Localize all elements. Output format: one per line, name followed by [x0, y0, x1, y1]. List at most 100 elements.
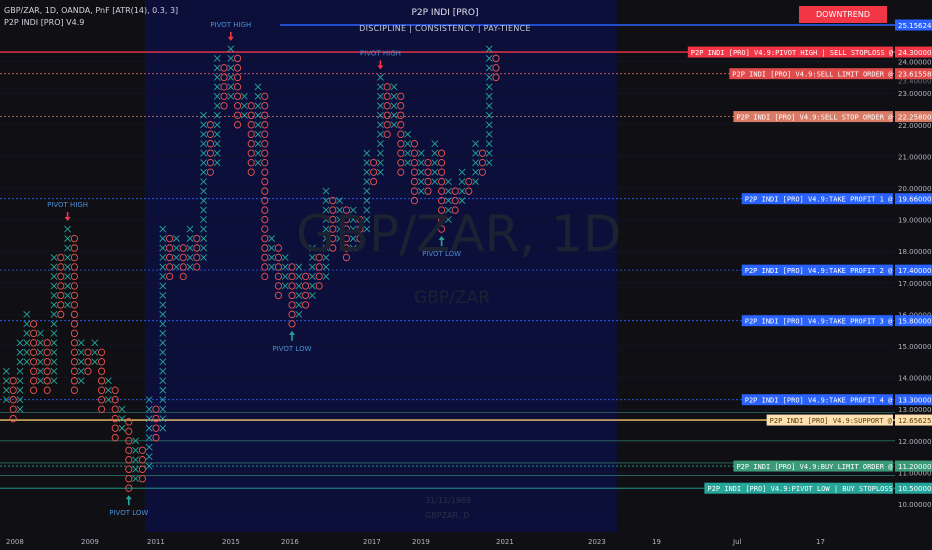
pivot-low-label: PIVOT LOW	[422, 250, 461, 258]
x-box	[390, 102, 398, 110]
pnf-column	[383, 83, 391, 138]
pnf-column	[138, 446, 146, 483]
price-badge	[895, 264, 932, 276]
x-box	[417, 178, 425, 186]
o-box	[70, 339, 78, 347]
x-box	[363, 206, 371, 214]
price-badge-label: 25.15624	[898, 22, 932, 30]
price-badge	[895, 46, 932, 58]
price-badge-label: 12.65625	[898, 417, 931, 425]
x-box	[159, 310, 167, 318]
x-box	[485, 130, 493, 138]
x-box	[213, 121, 221, 129]
level-label: P2P INDI [PRO] V4.9:SELL LIMIT ORDER @	[732, 71, 893, 79]
watermark-ticker: GBPZAR, D	[425, 511, 470, 520]
x-box	[485, 111, 493, 119]
x-box	[322, 225, 330, 233]
x-box	[200, 111, 208, 119]
x-box	[16, 367, 24, 375]
o-box	[438, 149, 446, 157]
x-box	[213, 92, 221, 100]
pnf-column	[308, 244, 316, 299]
pnf-column	[84, 348, 92, 375]
x-box	[36, 358, 44, 366]
x-box	[132, 465, 140, 473]
o-box	[356, 234, 364, 243]
x-box	[431, 149, 439, 157]
x-box	[36, 377, 44, 385]
x-box	[36, 348, 44, 356]
x-box	[16, 348, 24, 356]
o-box	[234, 92, 242, 101]
x-box	[295, 273, 303, 280]
o-box	[329, 225, 337, 233]
pnf-column	[404, 130, 412, 167]
pnf-column	[397, 92, 405, 176]
pnf-column	[336, 197, 344, 242]
trend-badge[interactable]: DOWNTREND	[799, 6, 887, 23]
x-box	[444, 206, 452, 214]
x-box	[50, 282, 58, 290]
o-box	[57, 282, 65, 290]
o-box	[234, 54, 242, 63]
o-box	[410, 149, 418, 157]
x-box	[200, 244, 208, 252]
price-badge-label: 22.25800	[898, 114, 931, 122]
pnf-column	[23, 310, 31, 366]
o-box	[166, 263, 174, 271]
x-box	[404, 149, 412, 157]
o-box	[274, 244, 282, 252]
o-box	[302, 301, 310, 309]
o-box	[315, 253, 323, 262]
o-box	[220, 102, 228, 110]
o-box	[125, 484, 133, 492]
o-box	[247, 130, 255, 138]
o-box	[179, 253, 187, 262]
x-box	[240, 92, 248, 100]
o-box	[9, 377, 17, 385]
time-axis[interactable]	[0, 532, 895, 550]
o-box	[179, 244, 187, 252]
x-box	[227, 54, 235, 62]
o-box	[138, 446, 146, 454]
x-box	[458, 178, 466, 186]
o-box	[438, 168, 446, 176]
o-box	[288, 272, 296, 281]
x-box	[213, 64, 221, 72]
session-shade	[145, 0, 617, 532]
y-tick-label: 24.00000	[898, 59, 931, 67]
pivot-high-label: PIVOT HIGH	[47, 201, 88, 209]
pnf-column	[172, 235, 180, 271]
x-box	[2, 396, 10, 404]
pnf-column	[302, 272, 310, 309]
o-box	[152, 414, 160, 423]
o-box	[57, 291, 65, 300]
x-box	[363, 187, 371, 195]
symbol-legend[interactable]: GBP/ZAR, 1D, OANDA, PnF [ATR(14), 0.3, 3…	[4, 6, 179, 15]
indicator-legend[interactable]: P2P INDI [PRO] V4.9	[4, 18, 85, 27]
o-box	[125, 446, 133, 454]
x-tick-label: 2009	[81, 538, 99, 546]
o-box	[492, 73, 500, 82]
pnf-column	[213, 54, 221, 167]
o-box	[220, 92, 228, 101]
o-box	[206, 121, 214, 129]
o-box	[261, 225, 269, 233]
o-box	[98, 386, 106, 394]
x-box	[431, 140, 439, 148]
x-box	[16, 396, 24, 404]
o-box	[261, 121, 269, 129]
o-box	[302, 272, 310, 281]
x-box	[91, 339, 99, 347]
o-box	[247, 102, 255, 110]
o-box	[383, 130, 391, 138]
x-box	[444, 187, 452, 195]
x-box	[200, 235, 208, 242]
x-box	[254, 92, 262, 100]
price-badge-label: 11.20000	[898, 463, 931, 471]
x-box	[159, 263, 167, 271]
o-box	[465, 187, 473, 195]
x-box	[16, 358, 24, 366]
o-box	[478, 158, 486, 167]
